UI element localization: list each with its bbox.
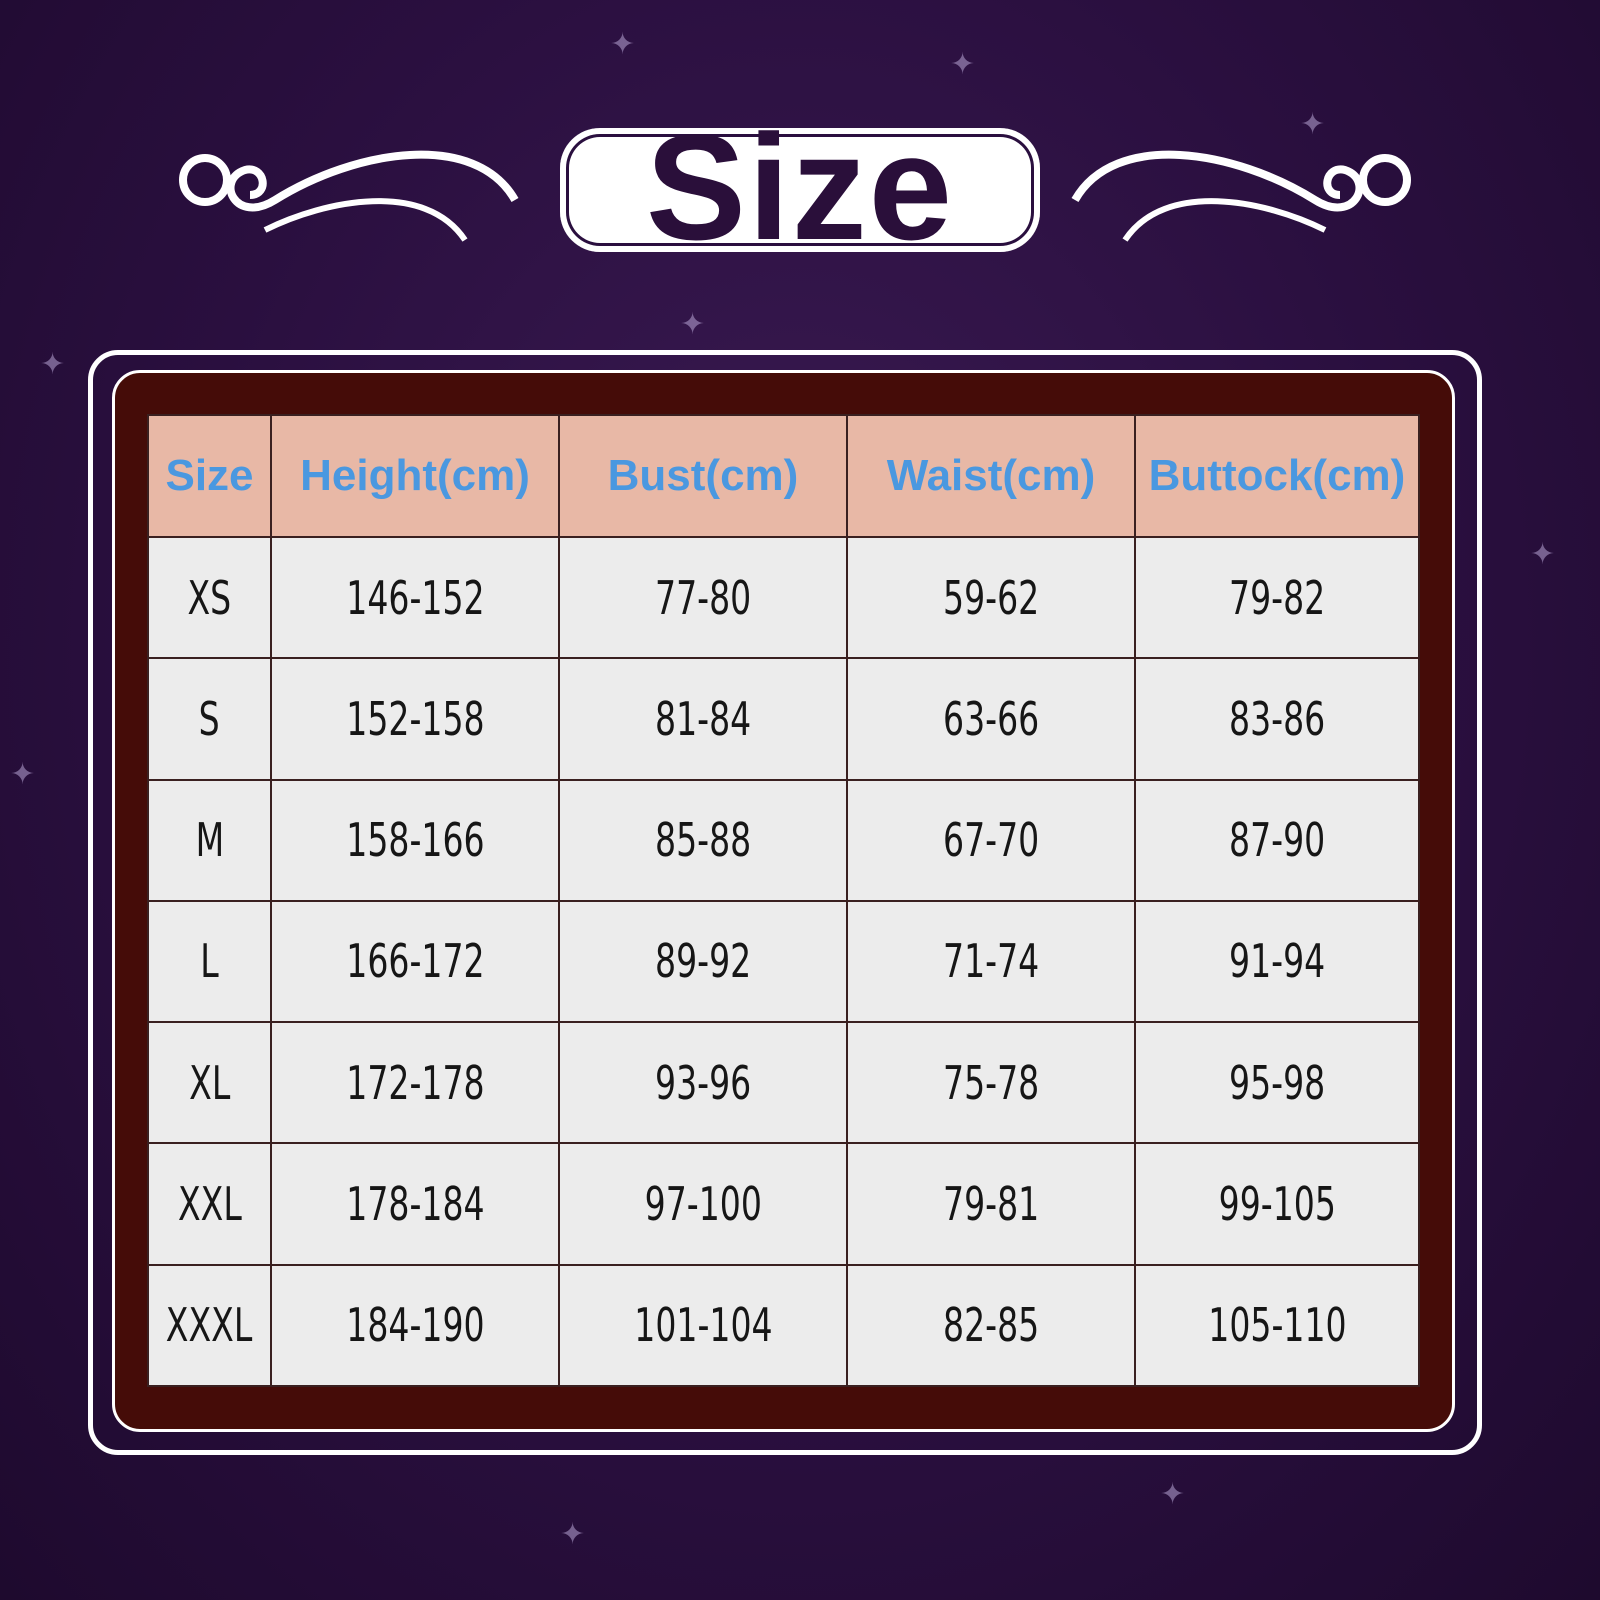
header-size: Size bbox=[147, 414, 272, 538]
table-row: XL 172-178 93-96 75-78 95-98 bbox=[147, 1021, 1420, 1145]
cell-value: 146-152 bbox=[345, 570, 485, 625]
right-flourish-icon bbox=[1071, 150, 1411, 242]
cell-waist: 59-62 bbox=[846, 535, 1136, 660]
cell-waist: 82-85 bbox=[846, 1263, 1136, 1388]
sparkle-icon: ✦ bbox=[610, 28, 636, 61]
cell-value: 93-96 bbox=[654, 1055, 752, 1110]
left-flourish-icon bbox=[179, 150, 519, 242]
cell-value: 101-104 bbox=[633, 1298, 773, 1353]
cell-waist: 79-81 bbox=[846, 1142, 1136, 1266]
sparkle-icon: ✦ bbox=[40, 348, 66, 381]
sparkle-icon: ✦ bbox=[680, 308, 706, 341]
cell-value: 95-98 bbox=[1228, 1055, 1326, 1110]
sparkle-icon: ✦ bbox=[1530, 538, 1556, 571]
cell-height: 166-172 bbox=[270, 899, 560, 1024]
cell-buttock: 99-105 bbox=[1134, 1142, 1420, 1266]
cell-value: 81-84 bbox=[654, 691, 752, 746]
cell-value: 172-178 bbox=[345, 1055, 485, 1110]
cell-waist: 67-70 bbox=[846, 778, 1136, 902]
cell-value: 178-184 bbox=[345, 1177, 485, 1232]
header-buttock: Buttock(cm) bbox=[1134, 414, 1420, 538]
cell-value: 67-70 bbox=[942, 813, 1040, 868]
cell-size: S bbox=[147, 657, 272, 781]
cell-height: 184-190 bbox=[270, 1263, 560, 1388]
cell-value: 184-190 bbox=[345, 1298, 485, 1353]
cell-value: 79-81 bbox=[942, 1177, 1040, 1232]
cell-bust: 97-100 bbox=[558, 1142, 848, 1266]
cell-value: 99-105 bbox=[1218, 1177, 1336, 1232]
header-bust: Bust(cm) bbox=[558, 414, 848, 538]
cell-value: L bbox=[200, 934, 219, 989]
cell-value: 152-158 bbox=[345, 691, 485, 746]
cell-value: S bbox=[198, 691, 221, 746]
title-badge: Size bbox=[560, 112, 1040, 262]
cell-value: 105-110 bbox=[1207, 1298, 1347, 1353]
header-row: Size Height(cm) Bust(cm) Waist(cm) Butto… bbox=[147, 414, 1420, 538]
cell-value: XXXL bbox=[166, 1298, 253, 1353]
table-row: XXL 178-184 97-100 79-81 99-105 bbox=[147, 1142, 1420, 1266]
cell-value: 89-92 bbox=[654, 934, 752, 989]
cell-buttock: 95-98 bbox=[1134, 1021, 1420, 1145]
table-row: S 152-158 81-84 63-66 83-86 bbox=[147, 657, 1420, 781]
header-waist: Waist(cm) bbox=[846, 414, 1136, 538]
cell-buttock: 87-90 bbox=[1134, 778, 1420, 902]
cell-bust: 89-92 bbox=[558, 899, 848, 1024]
cell-waist: 75-78 bbox=[846, 1021, 1136, 1145]
cell-value: 158-166 bbox=[345, 813, 485, 868]
cell-size: XXXL bbox=[147, 1263, 272, 1388]
cell-bust: 81-84 bbox=[558, 657, 848, 781]
cell-value: 87-90 bbox=[1228, 813, 1326, 868]
sparkle-icon: ✦ bbox=[1300, 108, 1326, 141]
cell-value: XXL bbox=[177, 1177, 242, 1232]
cell-value: 97-100 bbox=[644, 1177, 762, 1232]
sparkle-icon: ✦ bbox=[560, 1518, 586, 1551]
sparkle-icon: ✦ bbox=[1160, 1478, 1186, 1511]
cell-value: 63-66 bbox=[942, 691, 1040, 746]
cell-size: XS bbox=[147, 535, 272, 660]
cell-value: 91-94 bbox=[1228, 934, 1326, 989]
cell-value: 82-85 bbox=[942, 1298, 1040, 1353]
table-row: L 166-172 89-92 71-74 91-94 bbox=[147, 899, 1420, 1024]
cell-value: M bbox=[195, 813, 224, 868]
cell-size: L bbox=[147, 899, 272, 1024]
cell-value: 83-86 bbox=[1228, 691, 1326, 746]
cell-height: 158-166 bbox=[270, 778, 560, 902]
cell-waist: 63-66 bbox=[846, 657, 1136, 781]
cell-value: 85-88 bbox=[654, 813, 752, 868]
outer-frame bbox=[88, 350, 1482, 1455]
cell-height: 178-184 bbox=[270, 1142, 560, 1266]
cell-value: 77-80 bbox=[654, 570, 752, 625]
cell-bust: 101-104 bbox=[558, 1263, 848, 1388]
table-row: XXXL 184-190 101-104 82-85 105-110 bbox=[147, 1263, 1420, 1388]
cell-value: 59-62 bbox=[942, 570, 1040, 625]
cell-bust: 93-96 bbox=[558, 1021, 848, 1145]
table-row: XS 146-152 77-80 59-62 79-82 bbox=[147, 535, 1420, 660]
cell-value: 71-74 bbox=[942, 934, 1040, 989]
cell-value: 166-172 bbox=[345, 934, 485, 989]
cell-buttock: 91-94 bbox=[1134, 899, 1420, 1024]
table-row: M 158-166 85-88 67-70 87-90 bbox=[147, 778, 1420, 902]
cell-size: XL bbox=[147, 1021, 272, 1145]
cell-bust: 85-88 bbox=[558, 778, 848, 902]
cell-buttock: 83-86 bbox=[1134, 657, 1420, 781]
cell-value: XS bbox=[187, 570, 232, 625]
header-height: Height(cm) bbox=[270, 414, 560, 538]
cell-value: XL bbox=[188, 1055, 231, 1110]
cell-value: 75-78 bbox=[942, 1055, 1040, 1110]
cell-bust: 77-80 bbox=[558, 535, 848, 660]
cell-size: XXL bbox=[147, 1142, 272, 1266]
cell-value: 79-82 bbox=[1228, 570, 1326, 625]
page-title: Size bbox=[645, 103, 955, 271]
size-table: Size Height(cm) Bust(cm) Waist(cm) Butto… bbox=[147, 414, 1420, 1388]
cell-size: M bbox=[147, 778, 272, 902]
cell-buttock: 79-82 bbox=[1134, 535, 1420, 660]
cell-waist: 71-74 bbox=[846, 899, 1136, 1024]
cell-height: 172-178 bbox=[270, 1021, 560, 1145]
cell-height: 152-158 bbox=[270, 657, 560, 781]
cell-height: 146-152 bbox=[270, 535, 560, 660]
cell-buttock: 105-110 bbox=[1134, 1263, 1420, 1388]
sparkle-icon: ✦ bbox=[10, 758, 36, 791]
sparkle-icon: ✦ bbox=[950, 48, 976, 81]
